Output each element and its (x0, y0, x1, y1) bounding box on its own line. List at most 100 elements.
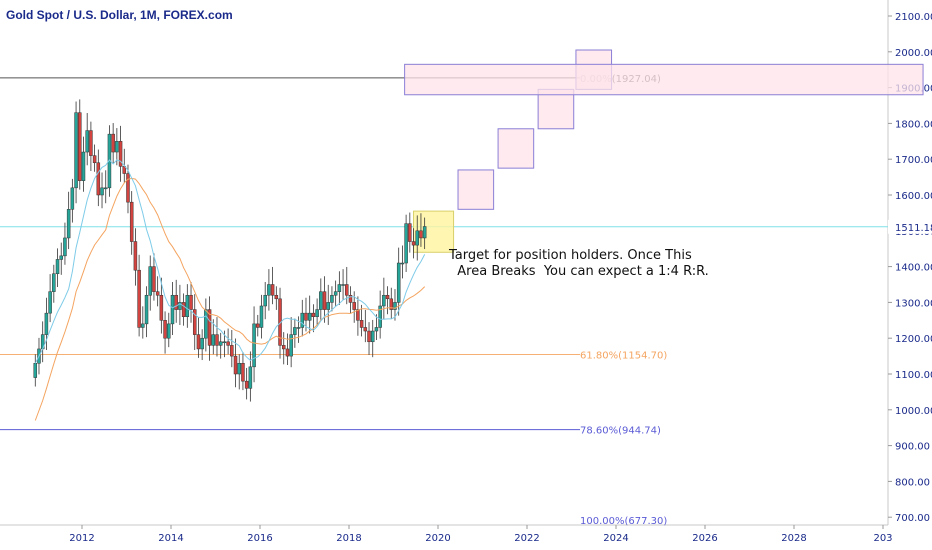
candle-body (63, 237, 67, 257)
candle-body (404, 223, 408, 264)
candle-body (337, 284, 342, 292)
candle-body (330, 294, 334, 303)
candle-body (185, 294, 190, 317)
y-tick-label: 1400.00 (895, 263, 932, 274)
candle-body (267, 284, 271, 296)
candle-body (137, 269, 141, 328)
candle-body (215, 334, 219, 346)
candle-body (244, 380, 249, 389)
candle-body (159, 294, 164, 321)
candle-body (52, 273, 56, 292)
candle-body (300, 312, 305, 328)
candle-body (44, 312, 49, 335)
candle-body (252, 323, 256, 368)
candle-body (378, 305, 382, 328)
candle-body (167, 323, 171, 339)
current-price-tag: 1511.18 (895, 223, 932, 234)
candle-body (129, 201, 134, 242)
candle-body (144, 294, 149, 325)
y-tick-label: 800.00 (895, 477, 930, 488)
candle-body (222, 341, 227, 344)
candle-body (211, 334, 216, 346)
x-tick-label: 2028 (781, 533, 806, 544)
y-tick-label: 700.00 (895, 513, 930, 524)
candle-body (126, 173, 130, 203)
x-tick-label: 2012 (69, 533, 94, 544)
candle-body (192, 309, 197, 335)
candle-body (96, 162, 101, 196)
candle-body (256, 323, 260, 328)
candle-body (311, 312, 316, 317)
y-tick-label: 2000.00 (895, 48, 932, 59)
candle-body (289, 334, 293, 357)
x-tick-label: 2020 (425, 533, 450, 544)
candle-body (263, 294, 267, 307)
candle-body (400, 262, 405, 265)
candle-body (204, 309, 208, 339)
fib-level-label: 78.60%(944.74) (580, 426, 661, 437)
candle-body (103, 187, 108, 190)
projection-box (404, 63, 924, 96)
candle-body (315, 309, 319, 317)
y-tick-label: 1600.00 (895, 191, 932, 202)
candle-body (419, 230, 423, 239)
candle-body (141, 323, 145, 328)
y-tick-label: 1300.00 (895, 298, 932, 309)
candle-body (393, 302, 397, 310)
chart-title: Gold Spot / U.S. Dollar, 1M, FOREX.com (6, 8, 233, 22)
x-tick-label: 2026 (692, 533, 717, 544)
candle-body (74, 112, 78, 189)
x-tick-label: 2022 (514, 533, 539, 544)
projection-box (457, 169, 495, 210)
x-tick-label: 2014 (158, 533, 183, 544)
current-price-tag-bg (888, 219, 932, 234)
candle-body (170, 294, 175, 325)
candle-body (333, 291, 338, 296)
candle-body (415, 230, 419, 246)
candle-body (81, 151, 86, 181)
candle-body (348, 294, 353, 303)
annotation-note: Target for position holders. Once This A… (449, 248, 709, 279)
candle-body (274, 294, 279, 300)
candle-body (374, 327, 379, 332)
candle-body (178, 302, 182, 310)
candle-body (363, 327, 368, 332)
candle-body (111, 133, 115, 153)
candle-body (70, 187, 75, 210)
candle-body (281, 345, 286, 350)
candle-body (352, 302, 356, 310)
candle-body (389, 298, 394, 310)
candle-body (85, 130, 89, 153)
candle-body (230, 345, 234, 357)
y-tick-label: 1200.00 (895, 334, 932, 345)
candle-body (356, 309, 360, 321)
candle-body (385, 294, 390, 300)
candle-body (408, 223, 412, 242)
candle-body (133, 241, 138, 271)
candle-body (174, 294, 178, 310)
candle-body (118, 141, 123, 167)
candle-body (341, 284, 345, 286)
candle-body (207, 309, 212, 346)
candle-body (359, 320, 364, 328)
candle-body (152, 266, 156, 292)
y-tick-label: 900.00 (895, 442, 930, 453)
candle-body (259, 305, 264, 328)
candle-body (326, 302, 330, 310)
candle-body (181, 302, 186, 317)
projection-box (497, 128, 535, 169)
candle-body (396, 262, 401, 303)
candle-body (189, 294, 193, 310)
candle-body (233, 355, 238, 375)
candle-body (411, 241, 416, 246)
y-tick-label: 1800.00 (895, 119, 932, 130)
candle-body (382, 294, 386, 307)
candle-body (304, 312, 308, 321)
candle-body (55, 259, 60, 275)
candle-body (196, 334, 201, 350)
candle-body (66, 209, 71, 239)
candle-body (248, 366, 253, 389)
candle-body (218, 341, 223, 346)
candle-body (322, 291, 327, 310)
